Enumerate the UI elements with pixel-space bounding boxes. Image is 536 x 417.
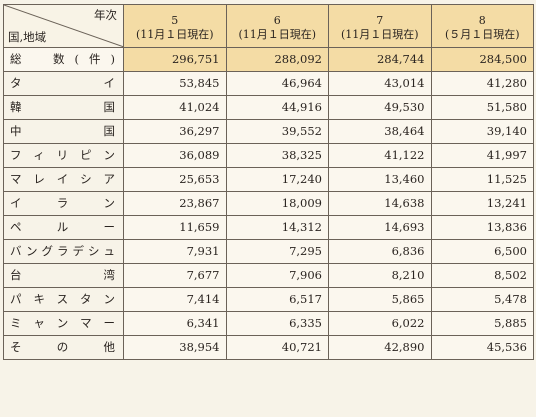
table-cell: 6,500 bbox=[430, 239, 534, 264]
row-label: バングラデシュ bbox=[3, 239, 124, 264]
row-label: 台 湾 bbox=[3, 263, 124, 288]
table-cell: 42,890 bbox=[328, 335, 432, 360]
table-cell: 49,530 bbox=[328, 95, 432, 120]
table-cell: 40,721 bbox=[225, 335, 329, 360]
table-cell: 53,845 bbox=[123, 71, 227, 96]
table-cell: 6,022 bbox=[328, 311, 432, 336]
table-cell: 6,836 bbox=[328, 239, 432, 264]
table-cell: 5,885 bbox=[430, 311, 534, 336]
column-note: (５月１日現在) bbox=[444, 28, 520, 41]
table-row: 台 湾 7,677 7,906 8,210 8,502 bbox=[3, 263, 534, 288]
table-cell: 36,297 bbox=[123, 119, 227, 144]
table-cell: 6,517 bbox=[225, 287, 329, 312]
table-cell: 39,552 bbox=[225, 119, 329, 144]
table-cell: 7,906 bbox=[225, 263, 329, 288]
table-cell: 46,964 bbox=[225, 71, 329, 96]
table-row: タ イ 53,845 46,964 43,014 41,280 bbox=[3, 71, 534, 96]
table-row: 中 国 36,297 39,552 38,464 39,140 bbox=[3, 119, 534, 144]
row-label: タ イ bbox=[3, 71, 124, 96]
row-label: 中 国 bbox=[3, 119, 124, 144]
statistics-table-container: 年次 国,地域 5 (11月１日現在) 6 (11月１日現在) 7 (11月１日現在)… bbox=[3, 4, 534, 413]
table-cell: 45,536 bbox=[430, 335, 534, 360]
diagonal-divider bbox=[4, 5, 123, 47]
column-year: 7 bbox=[376, 14, 384, 27]
table-cell: 51,580 bbox=[430, 95, 534, 120]
table-cell: 5,478 bbox=[430, 287, 534, 312]
table-row: フィリピン 36,089 38,325 41,122 41,997 bbox=[3, 143, 534, 168]
table-cell: 296,751 bbox=[123, 47, 227, 72]
table-cell: 8,210 bbox=[328, 263, 432, 288]
table-cell: 7,414 bbox=[123, 287, 227, 312]
table-cell: 38,464 bbox=[328, 119, 432, 144]
table-cell: 284,744 bbox=[328, 47, 432, 72]
column-note: (11月１日現在) bbox=[135, 28, 214, 41]
table-cell: 41,122 bbox=[328, 143, 432, 168]
column-year: 5 bbox=[171, 14, 179, 27]
table-cell: 41,024 bbox=[123, 95, 227, 120]
table-cell: 8,502 bbox=[430, 263, 534, 288]
table-cell: 13,836 bbox=[430, 215, 534, 240]
table-cell: 14,693 bbox=[328, 215, 432, 240]
row-label: そ の 他 bbox=[3, 335, 124, 360]
table-cell: 41,280 bbox=[430, 71, 534, 96]
table-cell: 7,931 bbox=[123, 239, 227, 264]
table-cell: 38,954 bbox=[123, 335, 227, 360]
table-row: イラン 23,867 18,009 14,638 13,241 bbox=[3, 191, 534, 216]
table-row: パキスタン 7,414 6,517 5,865 5,478 bbox=[3, 287, 534, 312]
table-row: ミャンマー 6,341 6,335 6,022 5,885 bbox=[3, 311, 534, 336]
corner-year-label: 年次 bbox=[94, 8, 117, 22]
table-cell: 6,335 bbox=[225, 311, 329, 336]
table-cell: 5,865 bbox=[328, 287, 432, 312]
table-row: バングラデシュ 7,931 7,295 6,836 6,500 bbox=[3, 239, 534, 264]
table-cell: 7,677 bbox=[123, 263, 227, 288]
table-cell: 39,140 bbox=[430, 119, 534, 144]
table-cell: 13,460 bbox=[328, 167, 432, 192]
table-cell: 11,525 bbox=[430, 167, 534, 192]
column-header: 8 (５月１日現在) bbox=[430, 4, 534, 48]
table-cell: 7,295 bbox=[225, 239, 329, 264]
table-row: 韓 国 41,024 44,916 49,530 51,580 bbox=[3, 95, 534, 120]
row-label: フィリピン bbox=[3, 143, 124, 168]
table-cell: 17,240 bbox=[225, 167, 329, 192]
header-row: 年次 国,地域 5 (11月１日現在) 6 (11月１日現在) 7 (11月１日現在)… bbox=[3, 4, 534, 48]
column-header: 6 (11月１日現在) bbox=[225, 4, 329, 48]
table-cell: 18,009 bbox=[225, 191, 329, 216]
table-cell: 6,341 bbox=[123, 311, 227, 336]
table-cell: 36,089 bbox=[123, 143, 227, 168]
row-label: パキスタン bbox=[3, 287, 124, 312]
row-label: ミャンマー bbox=[3, 311, 124, 336]
column-year: 8 bbox=[478, 14, 486, 27]
column-note: (11月１日現在) bbox=[340, 28, 419, 41]
table-cell: 11,659 bbox=[123, 215, 227, 240]
table-cell: 41,997 bbox=[430, 143, 534, 168]
row-label: ペルー bbox=[3, 215, 124, 240]
table-cell: 25,653 bbox=[123, 167, 227, 192]
column-note: (11月１日現在) bbox=[238, 28, 317, 41]
table-cell: 14,312 bbox=[225, 215, 329, 240]
column-year: 6 bbox=[273, 14, 281, 27]
table-cell: 38,325 bbox=[225, 143, 329, 168]
statistics-table: 年次 国,地域 5 (11月１日現在) 6 (11月１日現在) 7 (11月１日現在)… bbox=[3, 4, 534, 360]
table-row-total: 総 数(件) 296,751 288,092 284,744 284,500 bbox=[3, 47, 534, 72]
table-row: マレイシア 25,653 17,240 13,460 11,525 bbox=[3, 167, 534, 192]
corner-header-cell: 年次 国,地域 bbox=[3, 4, 124, 48]
table-cell: 43,014 bbox=[328, 71, 432, 96]
row-label: 韓 国 bbox=[3, 95, 124, 120]
table-cell: 13,241 bbox=[430, 191, 534, 216]
row-label: 総 数(件) bbox=[3, 47, 124, 72]
row-label: マレイシア bbox=[3, 167, 124, 192]
column-header: 7 (11月１日現在) bbox=[328, 4, 432, 48]
corner-country-label: 国,地域 bbox=[8, 30, 47, 44]
table-cell: 23,867 bbox=[123, 191, 227, 216]
table-row: ペルー 11,659 14,312 14,693 13,836 bbox=[3, 215, 534, 240]
table-cell: 14,638 bbox=[328, 191, 432, 216]
table-cell: 288,092 bbox=[225, 47, 329, 72]
row-label: イラン bbox=[3, 191, 124, 216]
table-cell: 284,500 bbox=[430, 47, 534, 72]
column-header: 5 (11月１日現在) bbox=[123, 4, 227, 48]
table-row: そ の 他 38,954 40,721 42,890 45,536 bbox=[3, 335, 534, 360]
table-cell: 44,916 bbox=[225, 95, 329, 120]
